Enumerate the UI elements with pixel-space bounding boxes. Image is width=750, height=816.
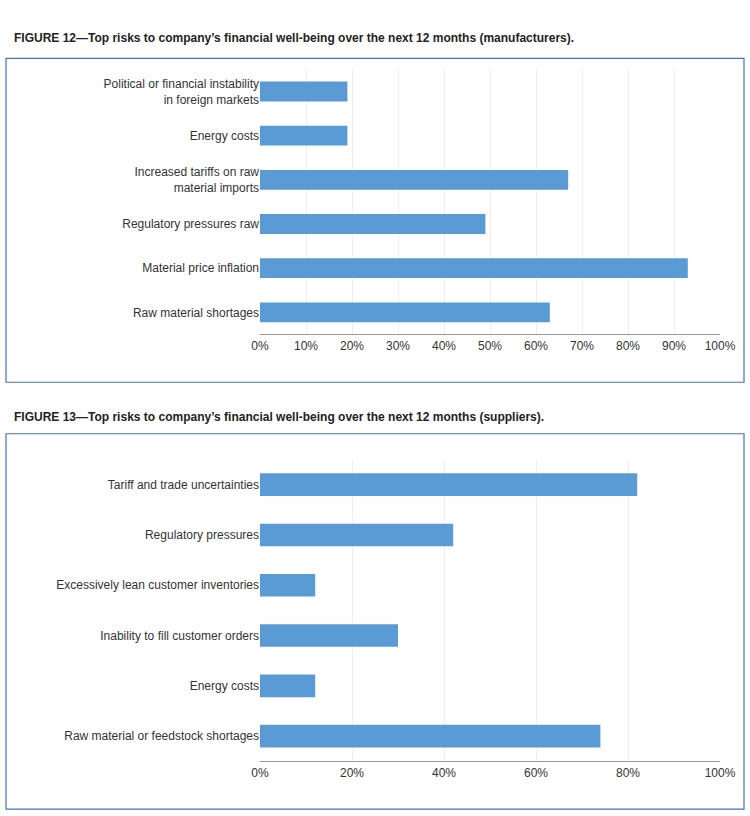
svg-text:Regulatory pressures raw: Regulatory pressures raw — [122, 217, 259, 231]
svg-text:Raw material shortages: Raw material shortages — [133, 306, 259, 320]
svg-text:90%: 90% — [662, 339, 686, 353]
svg-text:Energy costs: Energy costs — [190, 679, 259, 693]
svg-text:Raw material or feedstock shor: Raw material or feedstock shortages — [64, 729, 259, 743]
svg-text:Regulatory pressures: Regulatory pressures — [145, 528, 259, 542]
svg-text:80%: 80% — [616, 339, 640, 353]
svg-text:Energy costs: Energy costs — [190, 129, 259, 143]
svg-text:60%: 60% — [524, 339, 548, 353]
svg-text:Material price inflation: Material price inflation — [142, 261, 259, 275]
svg-text:70%: 70% — [570, 339, 594, 353]
svg-text:100%: 100% — [705, 766, 736, 780]
svg-text:Tariff and trade uncertainties: Tariff and trade uncertainties — [108, 478, 259, 492]
svg-text:20%: 20% — [340, 766, 364, 780]
svg-text:Excessively lean customer inve: Excessively lean customer inventories — [56, 578, 259, 592]
svg-text:60%: 60% — [524, 766, 548, 780]
svg-text:0%: 0% — [251, 339, 269, 353]
svg-text:40%: 40% — [432, 339, 456, 353]
svg-text:30%: 30% — [386, 339, 410, 353]
svg-text:40%: 40% — [432, 766, 456, 780]
svg-text:10%: 10% — [294, 339, 318, 353]
svg-text:20%: 20% — [340, 339, 364, 353]
svg-text:100%: 100% — [705, 339, 736, 353]
svg-text:FIGURE 13—Top risks to company: FIGURE 13—Top risks to company’s financi… — [14, 410, 544, 424]
svg-text:FIGURE 12—Top risks to company: FIGURE 12—Top risks to company’s financi… — [14, 31, 574, 45]
svg-text:Political or financial instabi: Political or financial instabilityin for… — [104, 77, 259, 107]
svg-text:Increased tariffs on rawmateri: Increased tariffs on rawmaterial imports — [134, 165, 259, 195]
svg-text:0%: 0% — [251, 766, 269, 780]
svg-text:80%: 80% — [616, 766, 640, 780]
svg-text:Inability to fill customer ord: Inability to fill customer orders — [100, 629, 259, 643]
svg-text:50%: 50% — [478, 339, 502, 353]
